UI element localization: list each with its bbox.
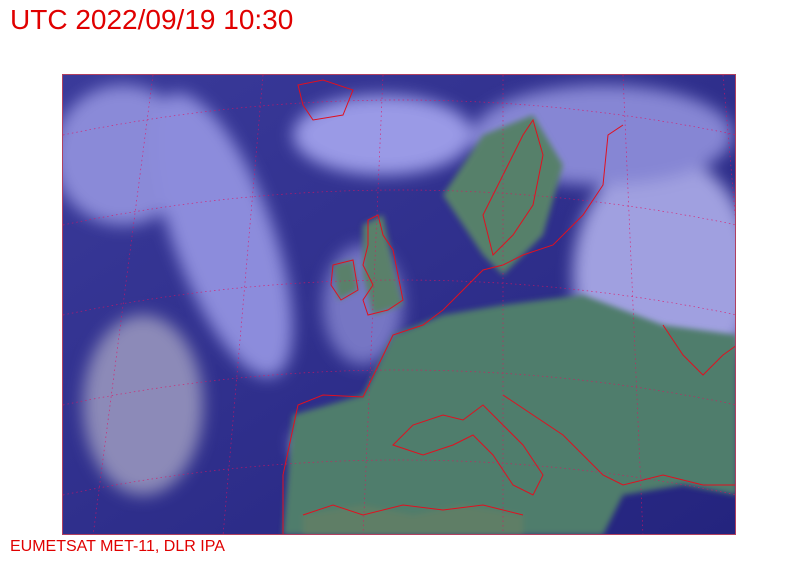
satellite-image xyxy=(62,74,736,535)
timestamp-title: UTC 2022/09/19 10:30 xyxy=(10,4,294,35)
image-credit: EUMETSAT MET-11, DLR IPA xyxy=(10,538,225,555)
coastlines xyxy=(282,79,735,534)
graticule xyxy=(63,75,735,534)
land-masses xyxy=(283,115,735,534)
